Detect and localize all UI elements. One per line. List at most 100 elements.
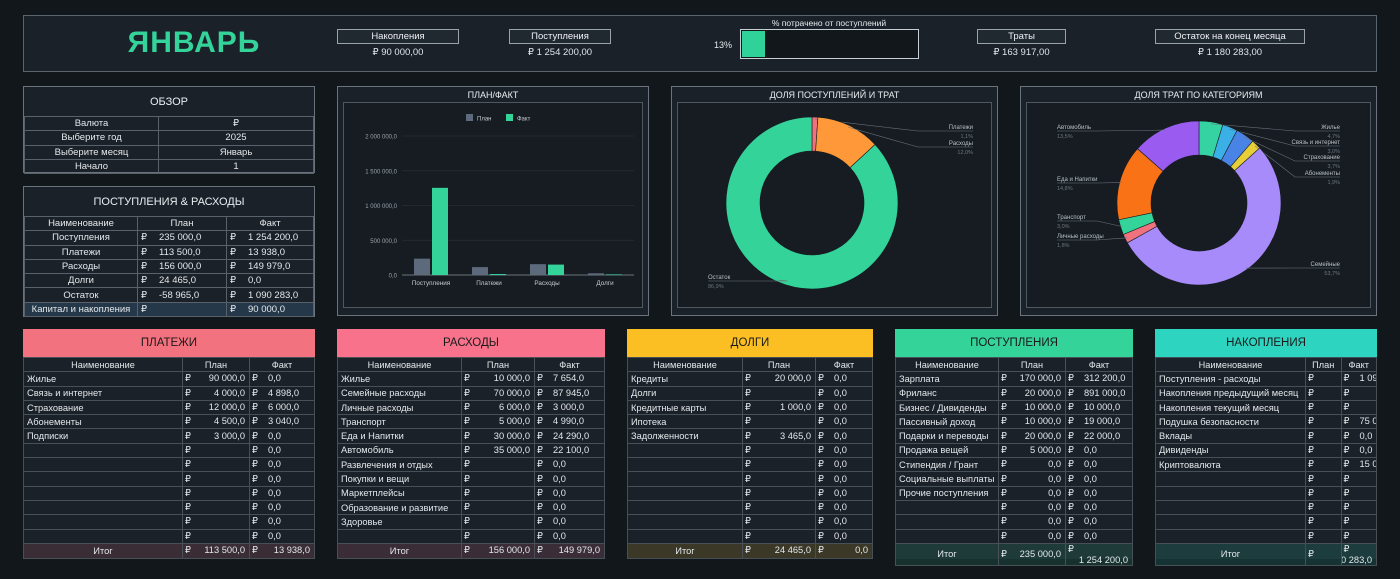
table-row: Абонементы ₽4 500,0 ₽3 040,0 bbox=[23, 414, 315, 430]
flows-table: Наименование План Факт Поступления ₽235 0… bbox=[24, 215, 314, 318]
balance-value: ₽ 1 180 283,00 bbox=[1197, 47, 1263, 58]
currency-sign: ₽ bbox=[252, 416, 258, 427]
row-name: Вклады bbox=[1155, 428, 1306, 444]
table-row: Пассивный доход ₽10 000,0 ₽19 000,0 bbox=[895, 414, 1133, 430]
row-plan-cell: ₽4 500,0 bbox=[182, 414, 250, 430]
currency-sign: ₽ bbox=[1308, 473, 1314, 484]
row-name: Зарплата bbox=[895, 371, 999, 387]
currency-sign: ₽ bbox=[252, 444, 258, 455]
currency-sign: ₽ bbox=[1308, 373, 1314, 384]
flows-fact-cell: ₽149 979,0 bbox=[226, 258, 314, 275]
currency-sign: ₽ bbox=[464, 387, 470, 398]
table-row: ₽ ₽0,0 bbox=[627, 514, 873, 530]
expenses-panel: РАСХОДЫ Наименование План Факт Жилье ₽10 000,… bbox=[337, 329, 605, 559]
row-name: Здоровье bbox=[337, 514, 462, 530]
bar-Факт bbox=[606, 274, 622, 275]
currency-sign: ₽ bbox=[185, 473, 191, 484]
flows-fact: 90 000,0 bbox=[248, 303, 285, 315]
col-name-header: Наименование bbox=[895, 356, 999, 373]
flows-fact: 1 254 200,0 bbox=[248, 232, 299, 244]
row-fact: 87 945,0 bbox=[553, 387, 590, 398]
table-row: ₽ ₽0,0 bbox=[627, 485, 873, 501]
currency-sign: ₽ bbox=[185, 430, 191, 441]
row-fact: 0,0 bbox=[1359, 444, 1373, 455]
row-name bbox=[1155, 485, 1306, 501]
legend-swatch bbox=[506, 114, 513, 121]
row-fact: 0,0 bbox=[834, 373, 847, 384]
category-chart-panel: ДОЛЯ ТРАТ ПО КАТЕГОРИЯМ Жилье 4,7% Связь и… bbox=[1020, 86, 1377, 316]
total-plan: 235 000,0 bbox=[1019, 548, 1061, 559]
balance-label: Остаток на конец месяца bbox=[1155, 29, 1305, 44]
row-fact: 0,0 bbox=[553, 502, 566, 513]
currency-sign: ₽ bbox=[141, 232, 148, 244]
row-fact-cell: ₽7 654,0 bbox=[534, 371, 605, 387]
row-name bbox=[627, 485, 743, 501]
table-row: Поступления - расходы₽₽1 090 283,0 bbox=[1155, 371, 1377, 387]
currency-sign: ₽ bbox=[141, 261, 148, 273]
currency-sign: ₽ bbox=[1001, 416, 1007, 427]
row-fact-cell: ₽0,0 bbox=[815, 514, 873, 530]
currency-sign: ₽ bbox=[537, 430, 543, 441]
row-name bbox=[1155, 471, 1306, 487]
row-plan-cell: ₽6 000,0 bbox=[461, 399, 535, 416]
col-name-header: Наименование bbox=[23, 356, 183, 373]
flows-row: Капитал и накопления ₽ ₽90 000,0 bbox=[24, 301, 314, 318]
row-plan: 20 000,0 bbox=[1024, 387, 1061, 398]
currency-sign: ₽ bbox=[1001, 473, 1007, 484]
currency-sign: ₽ bbox=[230, 303, 237, 315]
row-plan-cell: ₽ bbox=[1305, 528, 1342, 544]
row-plan: 0,0 bbox=[1048, 516, 1061, 527]
row-name: Задолженности bbox=[627, 428, 743, 444]
total-plan-cell: ₽ bbox=[1305, 542, 1342, 566]
currency-sign: ₽ bbox=[537, 516, 543, 527]
category-chart-area: Жилье 4,7% Связь и интернет 3,0% Страхование… bbox=[1026, 102, 1371, 308]
slice-percent: 1,9% bbox=[1327, 180, 1340, 186]
currency-sign: ₽ bbox=[537, 387, 543, 398]
row-name bbox=[895, 528, 999, 544]
row-name bbox=[23, 514, 183, 530]
currency-sign: ₽ bbox=[1001, 530, 1007, 541]
income-value: ₽ 1 254 200,00 bbox=[527, 47, 593, 58]
row-fact: 0,0 bbox=[268, 373, 281, 384]
currency-sign: ₽ bbox=[252, 402, 258, 413]
row-fact-cell: ₽0,0 bbox=[815, 528, 873, 544]
overview-row: Выберите месяц Январь bbox=[24, 144, 314, 160]
row-fact bbox=[1356, 502, 1360, 512]
table-row: Автомобиль ₽35 000,0 ₽22 100,0 bbox=[337, 442, 605, 459]
row-plan: 0,0 bbox=[1048, 502, 1061, 513]
col-plan-header: План bbox=[998, 356, 1066, 373]
overview-panel: ОБЗОР Валюта ₽ Выберите год 2025 Выберите ме… bbox=[23, 86, 315, 175]
currency-sign: ₽ bbox=[745, 473, 751, 484]
row-fact: 0,0 bbox=[834, 473, 847, 484]
row-plan: 90 000,0 bbox=[208, 373, 245, 384]
row-name bbox=[627, 442, 743, 459]
flows-plan: 113 500,0 bbox=[159, 246, 201, 258]
row-name: Маркетплейсы bbox=[337, 485, 462, 501]
row-plan-cell: ₽ bbox=[1305, 371, 1342, 387]
col-fact-header: Факт bbox=[534, 356, 605, 373]
currency-sign: ₽ bbox=[1068, 444, 1074, 455]
currency-sign: ₽ bbox=[185, 373, 191, 384]
currency-sign: ₽ bbox=[1001, 487, 1007, 498]
col-fact-header: Факт bbox=[1065, 356, 1133, 373]
currency-sign: ₽ bbox=[1308, 402, 1314, 413]
currency-sign: ₽ bbox=[537, 459, 543, 470]
table-row: ₽ ₽0,0 bbox=[23, 528, 315, 544]
row-plan-cell: ₽ bbox=[182, 457, 250, 473]
row-fact-cell: ₽0,0 bbox=[534, 514, 605, 530]
row-fact: 75 000,0 bbox=[1359, 416, 1376, 427]
row-fact-cell: ₽0,0 bbox=[249, 514, 315, 530]
row-fact-cell: ₽891 000,0 bbox=[1065, 385, 1133, 401]
row-plan-cell: ₽ bbox=[182, 485, 250, 501]
total-fact: 13 938,0 bbox=[273, 545, 310, 556]
slice-label: Транспорт bbox=[1057, 215, 1086, 221]
slice-label: Личные расходы bbox=[1057, 234, 1104, 240]
bar-Факт bbox=[432, 187, 448, 275]
total-fact: 1 254 200,0 bbox=[1078, 554, 1128, 565]
currency-sign: ₽ bbox=[230, 246, 237, 258]
currency-sign: ₽ bbox=[185, 487, 191, 498]
row-plan-cell: ₽20 000,0 bbox=[998, 385, 1066, 401]
flows-fact: 149 979,0 bbox=[248, 261, 291, 273]
row-fact-cell: ₽0,0 bbox=[815, 414, 873, 430]
